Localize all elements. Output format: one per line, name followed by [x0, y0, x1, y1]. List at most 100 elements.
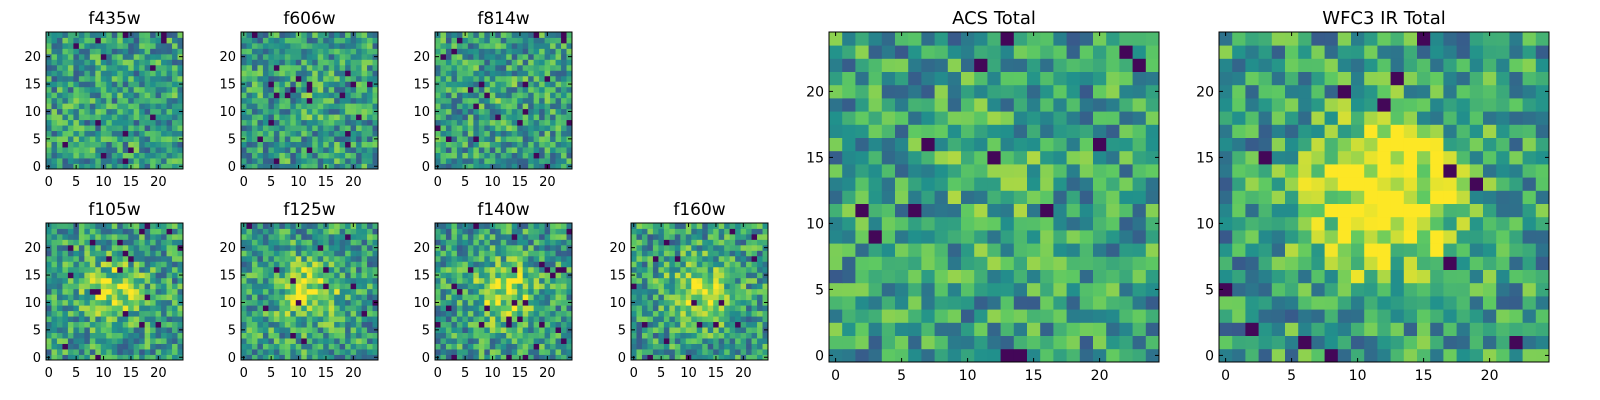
axes-frame [240, 222, 379, 361]
heatmap-cell [301, 239, 308, 246]
heatmap-cell [295, 310, 302, 317]
heatmap-cell [306, 250, 313, 257]
heatmap-cell [84, 97, 91, 104]
heatmap-cell [155, 250, 162, 257]
heatmap-cell [478, 125, 485, 132]
heatmap-cell [241, 130, 247, 137]
y-tick-label: 5 [618, 323, 626, 338]
heatmap-cell [133, 277, 140, 284]
heatmap-cell [566, 152, 573, 159]
heatmap-cell [544, 255, 551, 262]
heatmap-cell [246, 343, 253, 350]
heatmap-cell [544, 141, 551, 148]
heatmap-cell [868, 190, 883, 204]
heatmap-cell [51, 86, 58, 93]
x-tick-label: 0 [45, 366, 53, 381]
heatmap-cell [495, 70, 502, 77]
heatmap-cell [290, 103, 297, 110]
heatmap-cell [246, 239, 253, 246]
heatmap-cell [139, 288, 146, 295]
heatmap-cell [350, 255, 357, 262]
heatmap-cell [46, 349, 52, 355]
heatmap-cell [647, 338, 654, 344]
heatmap-cell [56, 163, 63, 170]
heatmap-cell [279, 163, 286, 170]
heatmap-cell [762, 223, 769, 229]
heatmap-cell [166, 92, 173, 99]
heatmap-cell [539, 147, 545, 153]
heatmap-cell [435, 75, 441, 82]
heatmap-cell [350, 114, 357, 121]
heatmap-cell [367, 114, 373, 121]
heatmap-cell [435, 294, 441, 301]
heatmap-cell [451, 37, 458, 44]
heatmap-cell [669, 310, 676, 317]
heatmap-cell [631, 343, 637, 350]
heatmap-cell [339, 233, 346, 240]
heatmap-cell [566, 250, 573, 257]
heatmap-cell [150, 294, 156, 301]
x-tick-label: 20 [345, 366, 362, 381]
x-tick-label: 0 [240, 175, 248, 190]
heatmap-cell [539, 299, 545, 306]
heatmap-cell [317, 136, 324, 142]
heatmap-cell [356, 103, 362, 110]
heatmap-cell [323, 92, 330, 99]
heatmap-cell [478, 114, 485, 121]
heatmap-cell [707, 233, 714, 240]
heatmap-cell [367, 163, 373, 170]
heatmap-cell [1000, 164, 1015, 178]
heatmap-cell [757, 327, 763, 333]
heatmap-cell [934, 177, 949, 191]
heatmap-cell [372, 294, 379, 301]
heatmap-cell [528, 119, 535, 126]
heatmap-cell [685, 250, 692, 257]
heatmap-cell [133, 70, 140, 77]
heatmap-cell [128, 239, 135, 246]
heatmap-cell [718, 255, 725, 262]
heatmap-cell [550, 92, 556, 99]
heatmap-cell [707, 321, 714, 328]
heatmap-cell [451, 48, 458, 55]
heatmap-cell [323, 299, 330, 306]
heatmap-cell [367, 261, 373, 268]
heatmap-cell [56, 327, 63, 333]
heatmap-cell [312, 349, 319, 355]
heatmap-cell [522, 141, 529, 148]
y-tick-label: 0 [618, 351, 626, 366]
heatmap-cell [317, 244, 324, 251]
heatmap-cell [317, 141, 324, 148]
heatmap-cell [921, 309, 935, 323]
heatmap-cell [306, 64, 313, 71]
heatmap-cell [533, 136, 540, 142]
heatmap-cell [155, 255, 162, 262]
heatmap-cell [445, 233, 452, 240]
heatmap-cell [306, 37, 313, 44]
heatmap-cell [73, 305, 80, 312]
heatmap-cell [561, 349, 567, 355]
heatmap-cell [669, 338, 676, 344]
heatmap-cell [89, 228, 96, 235]
heatmap-cell [133, 332, 140, 339]
heatmap-cell [517, 332, 524, 339]
heatmap-cell [306, 316, 313, 323]
heatmap-cell [100, 261, 107, 268]
heatmap-cell [647, 354, 654, 361]
heatmap-cell [106, 103, 113, 110]
heatmap-cell [506, 266, 513, 273]
heatmap-cell [122, 136, 129, 142]
heatmap-cell [868, 322, 883, 336]
heatmap-cell [317, 92, 324, 99]
heatmap-cell [166, 141, 173, 148]
heatmap-cell [128, 294, 135, 301]
heatmap-cell [295, 316, 302, 323]
heatmap-cell [111, 277, 118, 284]
heatmap-cell [246, 59, 253, 66]
heatmap-cell [122, 64, 129, 71]
heatmap-cell [284, 321, 291, 328]
heatmap-cell [284, 272, 291, 279]
heatmap-cell [345, 338, 351, 344]
heatmap-cell [484, 354, 491, 361]
heatmap-cell [262, 288, 269, 295]
heatmap-cell [680, 299, 687, 306]
